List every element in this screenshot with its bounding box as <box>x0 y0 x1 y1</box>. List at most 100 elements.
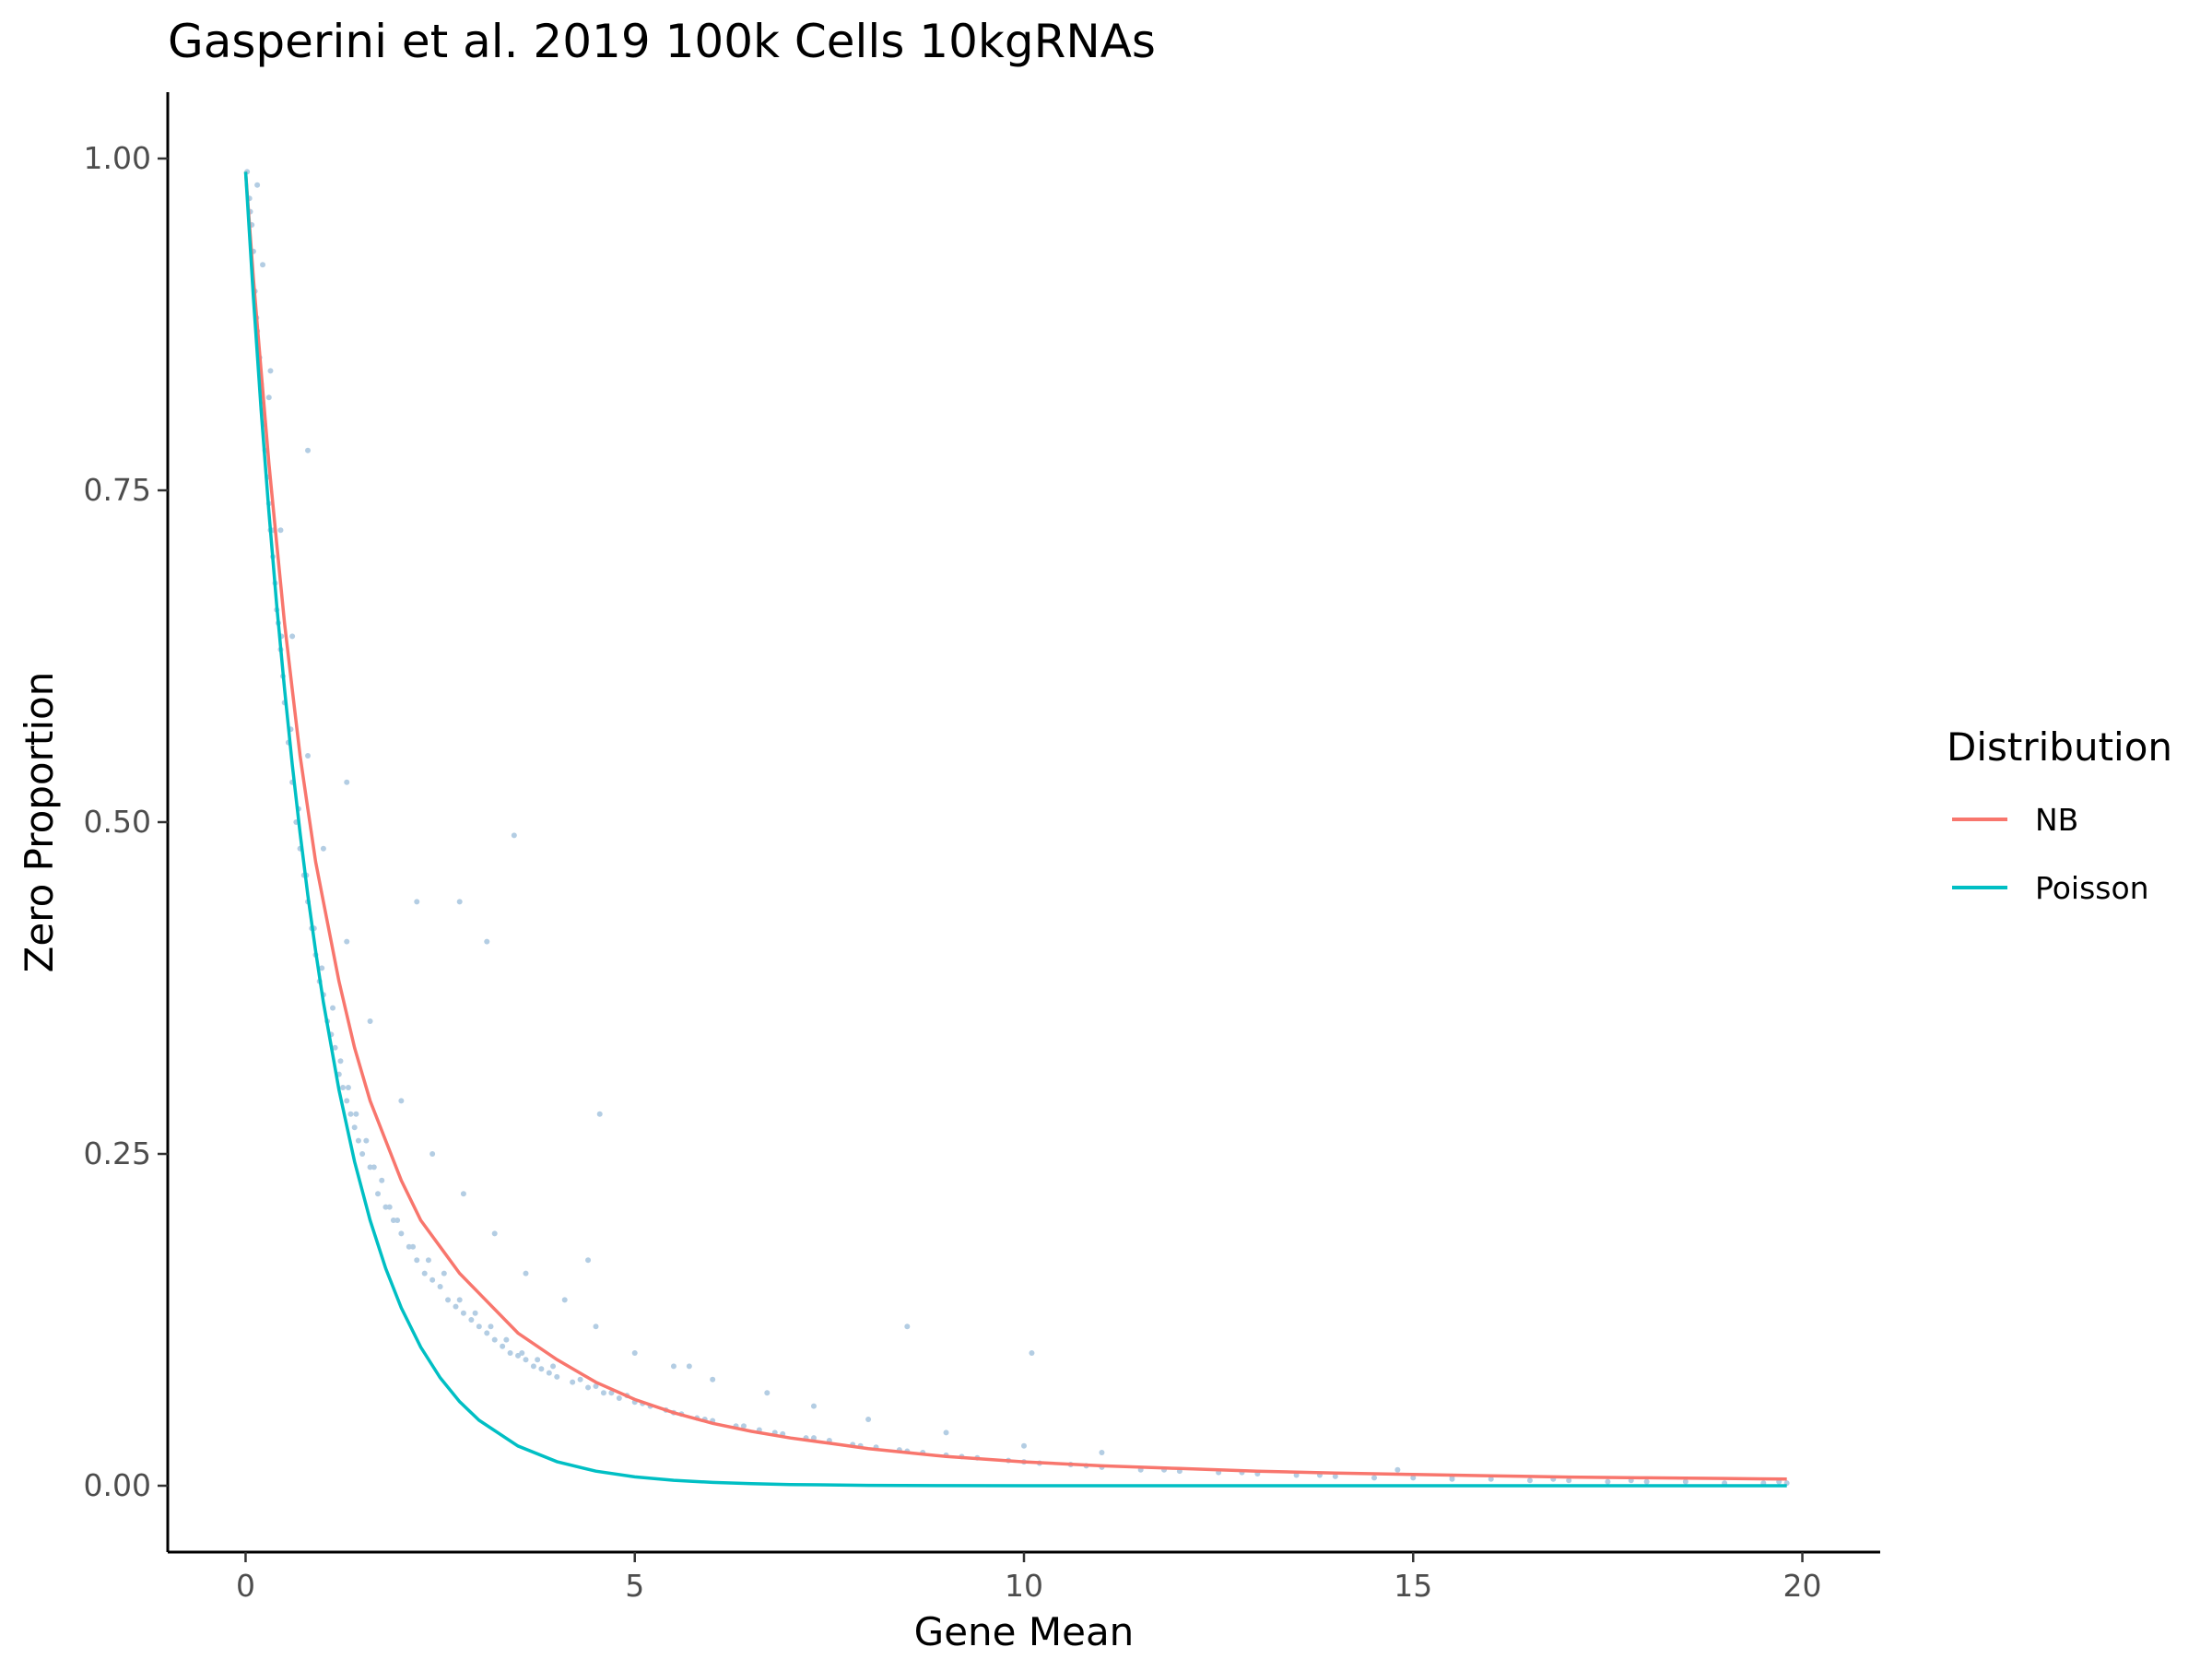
scatter-point <box>511 832 517 839</box>
scatter-point <box>456 899 463 905</box>
scatter-point <box>345 1085 351 1090</box>
scatter-point <box>468 1317 475 1323</box>
y-tick-label: 1.00 <box>84 140 151 176</box>
scatter-point <box>445 1297 452 1303</box>
scatter-point <box>484 1330 490 1336</box>
scatter-point <box>550 1363 557 1370</box>
legend-label-poisson: Poisson <box>2035 870 2149 906</box>
x-tick-label: 20 <box>1783 1568 1822 1604</box>
scatter-point <box>363 1137 370 1144</box>
x-tick-label: 10 <box>1005 1568 1043 1604</box>
scatter-point <box>593 1324 599 1330</box>
scatter-point <box>764 1390 771 1396</box>
scatter-point <box>491 1336 498 1343</box>
scatter-point <box>686 1363 692 1370</box>
scatter-point <box>1394 1466 1401 1473</box>
scatter-point <box>410 1243 417 1250</box>
scatter-point <box>320 845 326 852</box>
scatter-point <box>414 899 420 905</box>
scatter-point <box>631 1350 638 1356</box>
scatter-point <box>390 1218 396 1223</box>
scatter-point <box>340 1085 347 1090</box>
scatter-point <box>305 753 312 759</box>
scatter-point <box>1488 1476 1494 1482</box>
scatter-point <box>570 1379 576 1385</box>
y-axis-ticks: 0.00 0.25 0.50 0.75 1.00 <box>84 140 168 1503</box>
scatter-point <box>593 1383 599 1389</box>
scatter-point <box>347 1111 354 1117</box>
scatter-point <box>382 1204 389 1210</box>
x-axis-title: Gene Mean <box>914 1609 1135 1654</box>
scatter-point <box>429 1277 436 1283</box>
legend: Distribution NB Poisson <box>1947 724 2172 906</box>
scatter-point <box>1332 1473 1338 1479</box>
scatter-point <box>425 1257 431 1264</box>
x-tick-label: 15 <box>1394 1568 1432 1604</box>
scatter-point <box>277 527 284 534</box>
series-line-nb <box>243 171 1787 1481</box>
scatter-point <box>351 1124 358 1131</box>
scatter-point <box>386 1204 393 1210</box>
scatter-point <box>289 633 296 640</box>
scatter-point <box>1682 1478 1688 1485</box>
scatter-point <box>491 1230 498 1237</box>
scatter-point <box>523 1270 529 1277</box>
scatter-point <box>810 1403 817 1409</box>
scatter-point <box>441 1270 447 1277</box>
y-tick-label: 0.50 <box>84 804 151 840</box>
scatter-point <box>375 1191 382 1197</box>
scatter-point <box>600 1390 606 1396</box>
scatter-point <box>519 1350 525 1356</box>
scatter-point <box>1099 1450 1105 1455</box>
x-axis-ticks: 0 5 10 15 20 <box>236 1552 1822 1604</box>
legend-label-nb: NB <box>2035 802 2078 838</box>
scatter-point <box>538 1366 545 1372</box>
distribution-lines <box>243 171 1787 1488</box>
scatter-point <box>414 1257 420 1264</box>
scatter-point <box>254 182 261 188</box>
scatter-point <box>460 1310 466 1316</box>
scatter-point <box>406 1243 412 1250</box>
scatter-point <box>344 938 350 945</box>
scatter-point <box>371 1164 377 1171</box>
scatter-point <box>344 1098 350 1104</box>
scatter-point <box>1566 1477 1572 1484</box>
scatter-point <box>421 1270 428 1277</box>
scatter-point <box>355 1137 361 1144</box>
scatter-point <box>670 1363 677 1370</box>
scatter-point <box>1643 1478 1650 1485</box>
x-tick-label: 0 <box>236 1568 255 1604</box>
scatter-point <box>596 1111 603 1117</box>
scatter-point <box>1021 1442 1027 1449</box>
scatter-point <box>507 1350 513 1356</box>
scatter-point <box>305 447 312 453</box>
scatter-point <box>460 1191 466 1197</box>
scatter-point <box>472 1310 478 1316</box>
scatter-point <box>398 1098 405 1104</box>
scatter-point <box>319 965 325 971</box>
scatter-point <box>585 1384 592 1391</box>
scatter-point <box>523 1357 529 1363</box>
scatter-point <box>332 1044 338 1051</box>
scatter-point <box>367 1018 373 1024</box>
scatter-point <box>394 1218 401 1223</box>
series-line-poisson <box>243 171 1787 1488</box>
scatter-point <box>267 368 274 374</box>
scatter-point <box>260 262 266 268</box>
scatter-point <box>456 1297 463 1303</box>
scatter-point <box>530 1363 536 1370</box>
scatter-point <box>1410 1475 1417 1481</box>
scatter-point <box>337 1058 344 1065</box>
scatter-point <box>865 1417 872 1422</box>
chart-title: Gasperini et al. 2019 100k Cells 10kgRNA… <box>168 15 1156 68</box>
scatter-point <box>353 1111 359 1117</box>
scatter-point <box>1605 1478 1611 1485</box>
scatter-point <box>359 1151 366 1157</box>
scatter-point <box>453 1303 459 1310</box>
y-tick-label: 0.00 <box>84 1467 151 1503</box>
scatter-point <box>740 1423 747 1430</box>
scatter-point <box>546 1370 552 1376</box>
scatter-point <box>943 1430 949 1436</box>
scatter-point <box>484 938 490 945</box>
